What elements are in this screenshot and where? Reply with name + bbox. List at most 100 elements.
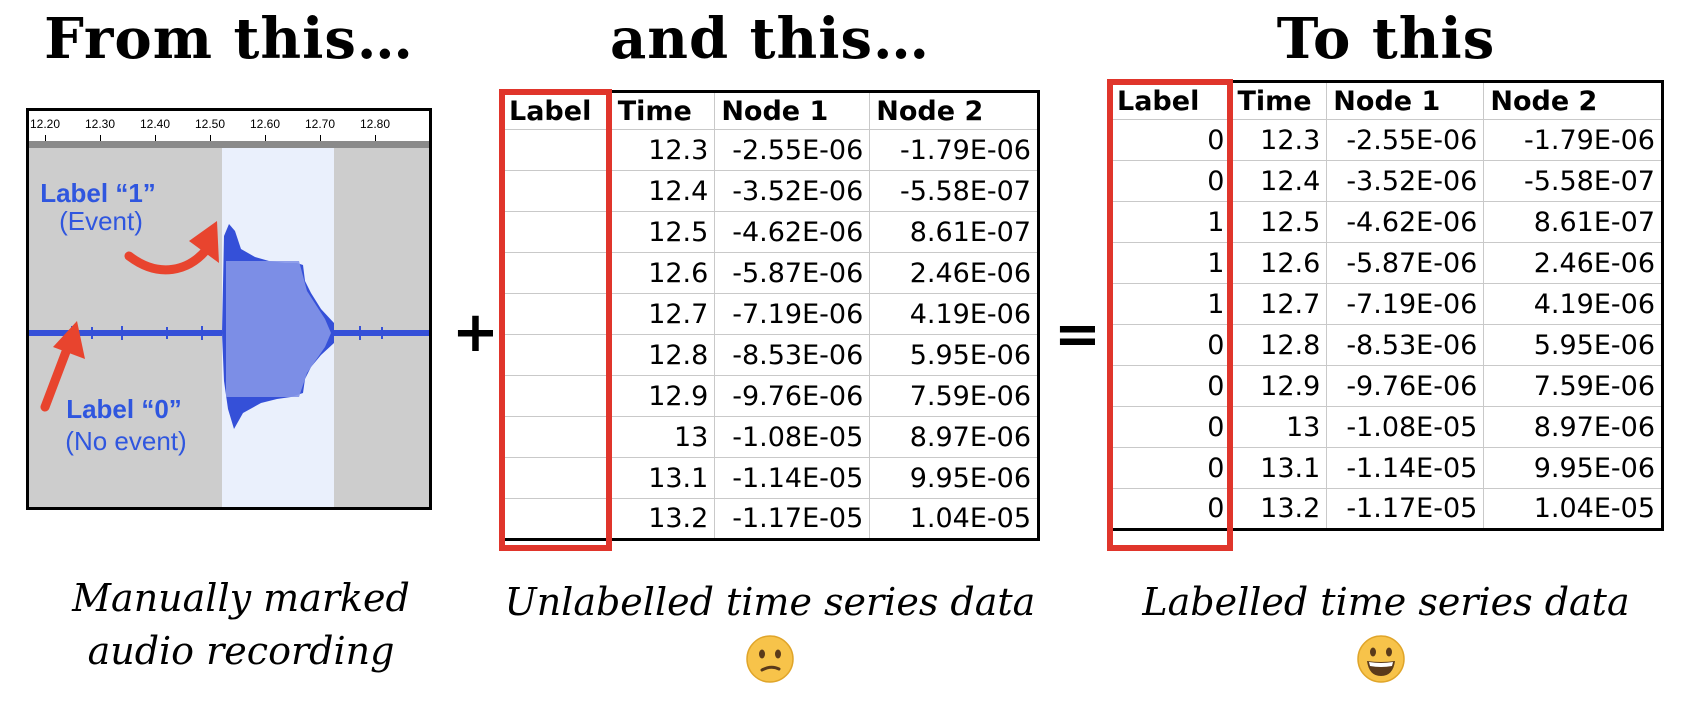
table-cell: 1.04E-05 [869, 498, 1039, 540]
table-cell: -3.52E-06 [714, 170, 871, 212]
table-row: 0 12.9 -9.76E-06 7.59E-06 [1108, 365, 1663, 407]
table-row: 12.8 -8.53E-06 5.95E-06 [501, 334, 1039, 376]
column-header: Node 2 [869, 91, 1039, 130]
table-cell: -1.17E-05 [714, 498, 871, 540]
table-cell: 13.1 [1230, 447, 1328, 489]
column-header: Label [501, 91, 612, 130]
column-header: Node 2 [1483, 81, 1663, 120]
table-cell: -5.87E-06 [714, 252, 871, 294]
ruler-tick-mark [320, 135, 321, 141]
ruler-tick-label: 12.70 [304, 117, 336, 131]
table-cell: 0 [1108, 160, 1232, 202]
table-row: 0 13.2 -1.17E-05 1.04E-05 [1108, 488, 1663, 530]
table-row: 1 12.6 -5.87E-06 2.46E-06 [1108, 242, 1663, 284]
table-cell: 12.6 [1230, 242, 1328, 284]
table-cell: 7.59E-06 [869, 375, 1039, 417]
table-row: 0 12.4 -3.52E-06 -5.58E-07 [1108, 160, 1663, 202]
table-cell: -2.55E-06 [714, 129, 871, 171]
table-cell: 12.7 [1230, 283, 1328, 325]
caption-left-line1: Manually marked [72, 576, 410, 620]
table-cell: -5.58E-07 [1483, 160, 1663, 202]
table-cell: 12.5 [1230, 201, 1328, 243]
table-cell: 0 [1108, 324, 1232, 366]
table-cell: 13.1 [610, 457, 716, 499]
table-cell: -4.62E-06 [1326, 201, 1485, 243]
table-cell: -5.87E-06 [1326, 242, 1485, 284]
table-row: 13.2 -1.17E-05 1.04E-05 [501, 498, 1039, 540]
table-cell: 12.9 [610, 375, 716, 417]
table-cell: -2.55E-06 [1326, 119, 1485, 161]
arrow-to-baseline-head [53, 321, 85, 359]
table-header-row: Label Time Node 1 Node 2 [1108, 81, 1663, 120]
table-row: 1 12.7 -7.19E-06 4.19E-06 [1108, 283, 1663, 325]
table-cell: -1.08E-05 [714, 416, 871, 458]
table-cell: 1.04E-05 [1483, 488, 1663, 530]
table-cell: 7.59E-06 [1483, 365, 1663, 407]
label-column-highlight-labelled [1107, 79, 1233, 551]
table-cell: 4.19E-06 [1483, 283, 1663, 325]
unlabelled-data-table: Label Time Node 1 Node 2 12.3 -2.55E-06 -1.79… [500, 90, 1040, 541]
table-cell: -8.53E-06 [714, 334, 871, 376]
column-header: Time [1230, 81, 1328, 120]
table-cell: 12.3 [1230, 119, 1328, 161]
table-cell: -1.79E-06 [1483, 119, 1663, 161]
table-cell: 0 [1108, 365, 1232, 407]
table-cell: 12.5 [610, 211, 716, 253]
table-cell: 0 [1108, 119, 1232, 161]
arrow-to-baseline [40, 344, 72, 412]
column-header: Label [1108, 81, 1232, 120]
table-cell: -9.76E-06 [1326, 365, 1485, 407]
table-cell: -5.58E-07 [869, 170, 1039, 212]
caption-middle: Unlabelled time series data [504, 580, 1036, 624]
table-cell: 5.95E-06 [1483, 324, 1663, 366]
table-cell: 13.2 [1230, 488, 1328, 530]
table-cell: 13 [610, 416, 716, 458]
table-cell: 12.7 [610, 293, 716, 335]
table-row: 0 13 -1.08E-05 8.97E-06 [1108, 406, 1663, 448]
table-cell: 8.61E-07 [1483, 201, 1663, 243]
ruler-tick-mark [375, 135, 376, 141]
table-cell: 1 [1108, 242, 1232, 284]
heading-to-this: To this [1276, 6, 1496, 72]
audio-recording-panel: 12.20 12.30 12.40 12.50 12.60 12.70 12.80 Labe… [26, 108, 432, 510]
table-cell [501, 498, 612, 540]
grinning-face-icon [1357, 635, 1405, 683]
table-cell: 2.46E-06 [869, 252, 1039, 294]
equals-sign: = [1054, 302, 1101, 367]
confused-face-icon [746, 635, 794, 683]
ruler-tick-mark [100, 135, 101, 141]
column-header: Node 1 [1326, 81, 1485, 120]
waveform-graphic [29, 221, 429, 429]
table-cell [501, 211, 612, 253]
table-cell: -3.52E-06 [1326, 160, 1485, 202]
table-cell: 4.19E-06 [869, 293, 1039, 335]
table-cell: -7.19E-06 [1326, 283, 1485, 325]
caption-right: Labelled time series data [1142, 580, 1630, 624]
label-column-highlight-unlabelled [499, 89, 612, 551]
table-cell: 9.95E-06 [1483, 447, 1663, 489]
caption-left-line2: audio recording [87, 629, 395, 673]
table-row: 0 12.3 -2.55E-06 -1.79E-06 [1108, 119, 1663, 161]
table-cell: 13 [1230, 406, 1328, 448]
table-cell: 12.6 [610, 252, 716, 294]
table-cell: -7.19E-06 [714, 293, 871, 335]
label-event-title: Label “1” [40, 178, 156, 208]
table-cell: -1.17E-05 [1326, 488, 1485, 530]
table-cell: -1.14E-05 [1326, 447, 1485, 489]
table-cell: 13.2 [610, 498, 716, 540]
table-cell: 12.4 [1230, 160, 1328, 202]
column-header: Time [610, 91, 716, 130]
ruler-tick-label: 12.50 [194, 117, 226, 131]
table-cell: 12.8 [610, 334, 716, 376]
ruler-tick-label: 12.80 [359, 117, 391, 131]
ruler-strip [29, 141, 429, 148]
table-cell: 12.3 [610, 129, 716, 171]
table-cell: 12.9 [1230, 365, 1328, 407]
label-noevent-title: Label “0” [66, 394, 182, 424]
ruler-tick-label: 12.20 [29, 117, 61, 131]
table-row: 0 13.1 -1.14E-05 9.95E-06 [1108, 447, 1663, 489]
table-cell: 8.61E-07 [869, 211, 1039, 253]
table-cell: 12.4 [610, 170, 716, 212]
table-cell: 9.95E-06 [869, 457, 1039, 499]
ruler-tick-label: 12.40 [139, 117, 171, 131]
